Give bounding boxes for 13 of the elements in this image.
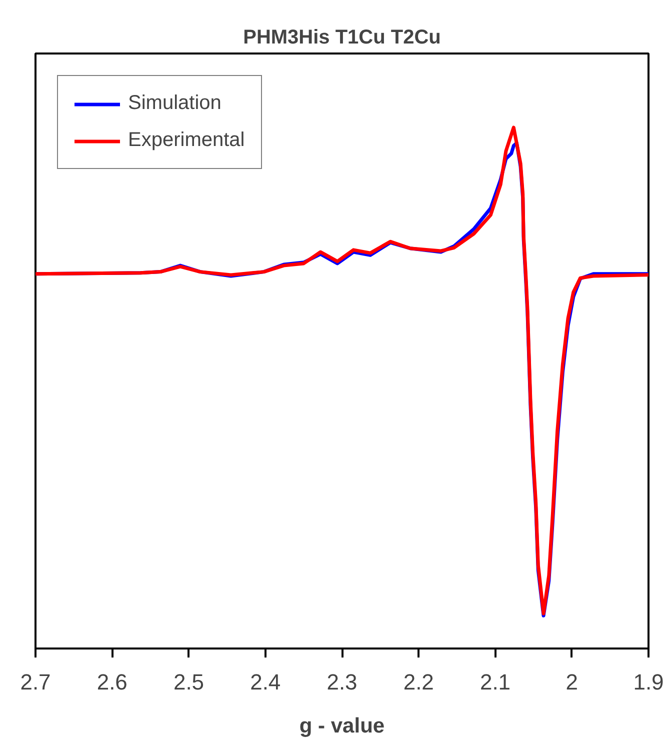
x-axis-title: g - value <box>299 714 385 738</box>
x-tick-label: 2 <box>566 670 578 694</box>
x-tick-label: 2.5 <box>173 670 204 694</box>
legend-label: Experimental <box>128 129 245 152</box>
x-tick-label: 2.4 <box>250 670 281 694</box>
x-tick-label: 2.1 <box>480 670 511 694</box>
chart-title: PHM3His T1Cu T2Cu <box>243 26 441 48</box>
x-tick-label: 2.6 <box>96 670 128 694</box>
legend-label: Simulation <box>128 92 222 115</box>
x-tick-label: 1.9 <box>633 670 664 694</box>
x-tick-label: 2.2 <box>403 670 434 694</box>
x-tick-label: 2.7 <box>20 670 51 694</box>
x-tick-label: 2.3 <box>326 670 358 694</box>
